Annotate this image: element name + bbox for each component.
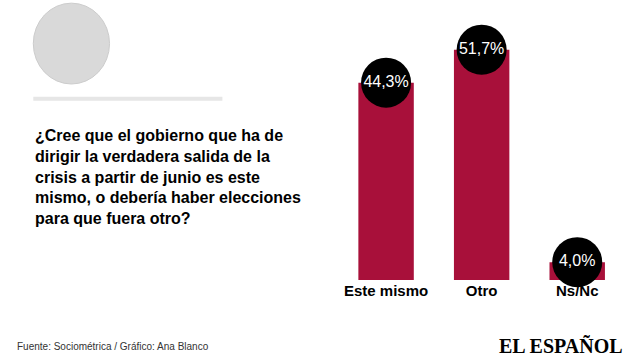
svg-text:EL ESPAÑOL: EL ESPAÑOL xyxy=(499,335,623,357)
svg-text:Otro: Otro xyxy=(466,282,498,299)
svg-text:51,7%: 51,7% xyxy=(459,40,504,57)
svg-text:Este mismo: Este mismo xyxy=(344,282,428,299)
svg-text:Ns/Nc: Ns/Nc xyxy=(556,282,599,299)
svg-text:Fuente: Sociométrica / Gráfico: Fuente: Sociométrica / Gráfico: Ana Blan… xyxy=(17,341,209,352)
svg-text:¿Cree que el gobierno que ha d: ¿Cree que el gobierno que ha dedirigir l… xyxy=(35,127,301,227)
svg-text:44,3%: 44,3% xyxy=(363,73,408,90)
svg-text:4,0%: 4,0% xyxy=(559,252,595,269)
